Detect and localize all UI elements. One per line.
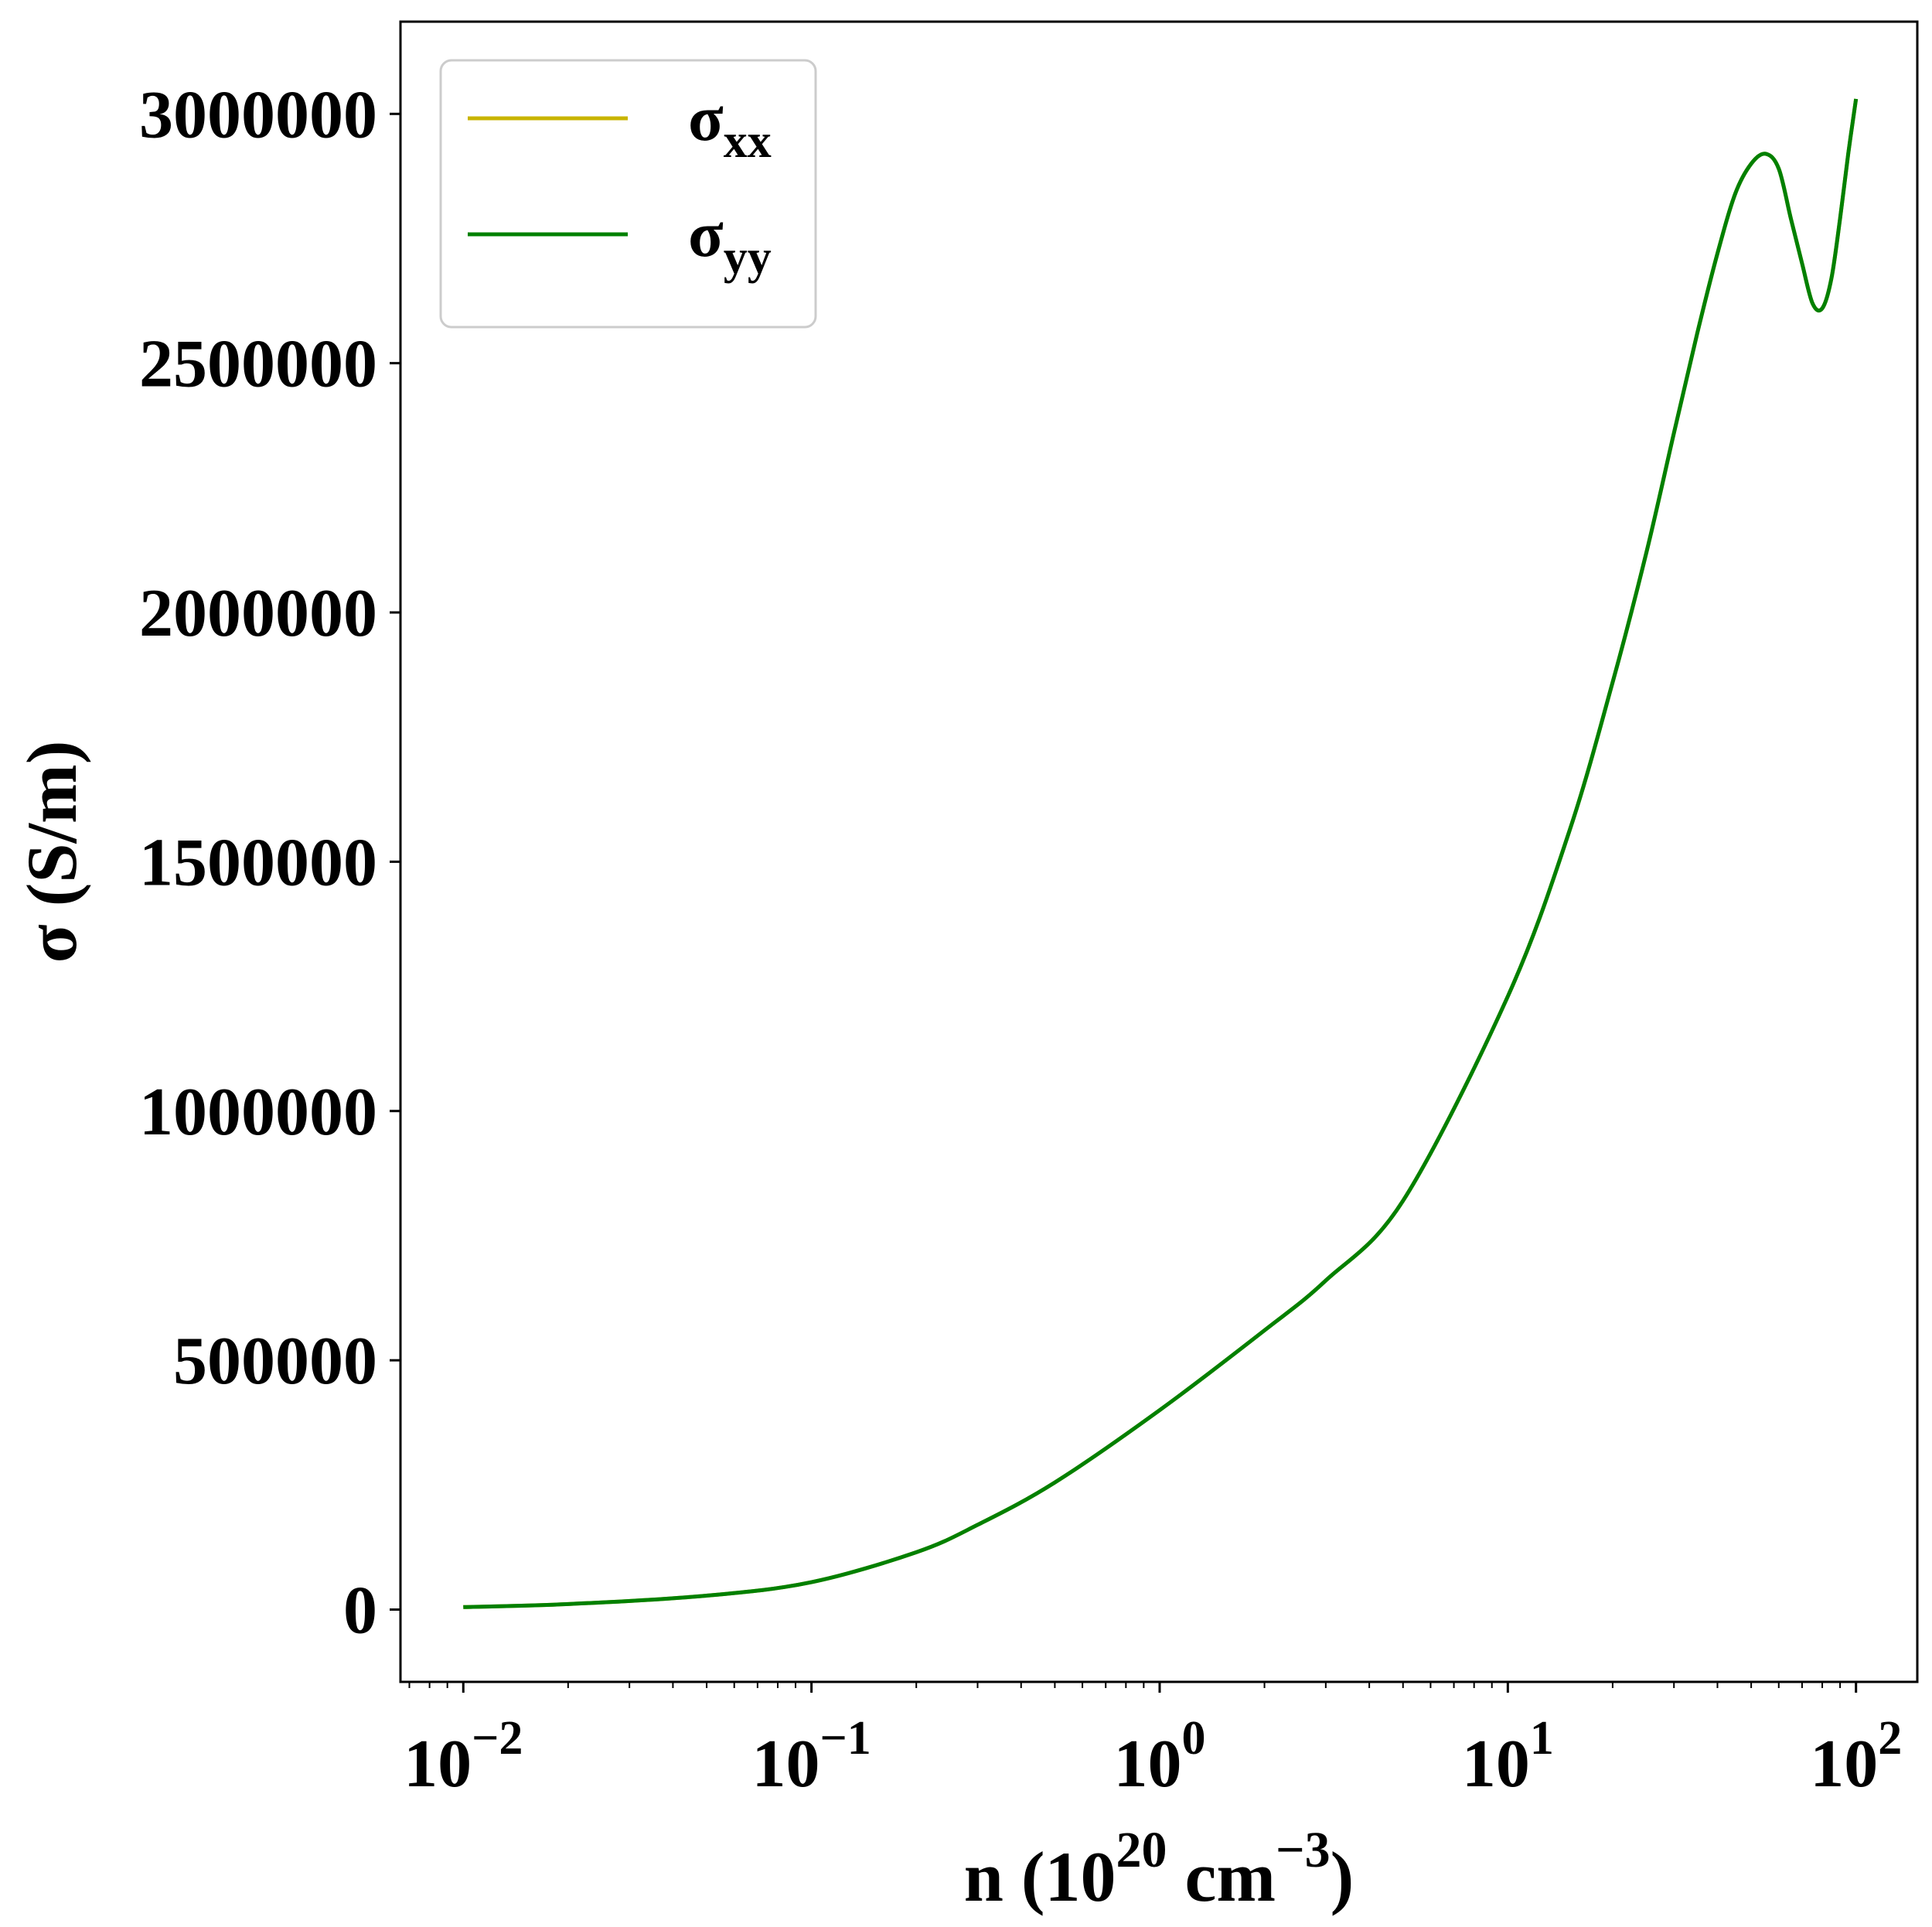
x-tick-label: 10−2 xyxy=(404,1712,523,1802)
x-tick-label: 101 xyxy=(1462,1712,1554,1802)
y-tick-label: 3000000 xyxy=(139,77,377,152)
y-tick-label: 2000000 xyxy=(139,576,377,651)
x-axis-label: n (1020 cm−3) xyxy=(964,1822,1354,1916)
legend-label-0: σxx xyxy=(688,83,772,168)
y-tick-label: 1500000 xyxy=(139,825,377,900)
y-tick-label: 500000 xyxy=(173,1324,377,1399)
legend: σxx σyy xyxy=(439,59,817,329)
labels-layer: 0 500000 1000000 1500000 2000000 2500000 30000… xyxy=(12,77,1902,1916)
ticks-layer xyxy=(390,112,1858,1693)
x-tick-label: 102 xyxy=(1810,1712,1902,1802)
y-axis-label: σ (S/m) xyxy=(12,741,91,964)
x-tick-label: 100 xyxy=(1113,1712,1205,1802)
x-tick-label: 10−1 xyxy=(751,1712,871,1802)
y-tick-label: 0 xyxy=(343,1574,377,1649)
series-layer xyxy=(463,98,1859,1609)
series-line-1 xyxy=(463,98,1859,1609)
y-tick-label: 2500000 xyxy=(139,327,377,402)
y-tick-label: 1000000 xyxy=(139,1075,377,1150)
legend-box xyxy=(439,59,817,329)
legend-label-1: σyy xyxy=(688,199,772,284)
